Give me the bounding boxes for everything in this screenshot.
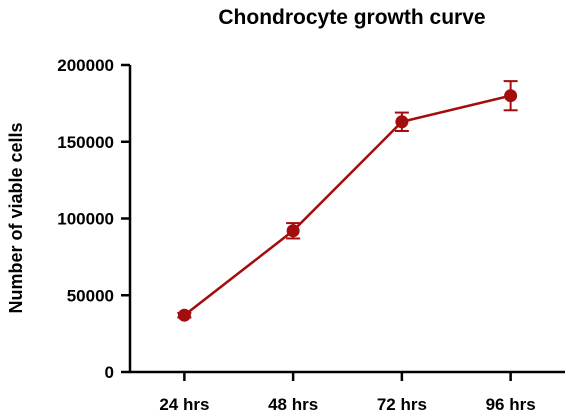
data-point: [504, 89, 518, 103]
y-ticks: 0 50000 100000 150000 200000: [57, 56, 130, 382]
y-tick-label: 50000: [67, 286, 114, 305]
series-layer: [177, 80, 518, 322]
y-axis-label: Number of viable cells: [6, 122, 26, 313]
x-tick-label: 72 hrs: [377, 395, 427, 414]
data-point: [286, 224, 300, 238]
y-tick-label: 200000: [57, 56, 114, 75]
x-ticks: 24 hrs 48 hrs 72 hrs 96 hrs: [159, 372, 536, 414]
data-point: [395, 115, 409, 129]
x-tick-label: 48 hrs: [268, 395, 318, 414]
data-point: [177, 308, 191, 322]
y-tick-label: 150000: [57, 133, 114, 152]
x-tick-label: 96 hrs: [486, 395, 536, 414]
y-tick-label: 100000: [57, 210, 114, 229]
y-tick-label: 0: [105, 363, 114, 382]
chart-title: Chondrocyte growth curve: [218, 6, 485, 29]
x-tick-label: 24 hrs: [159, 395, 209, 414]
series-line: [183, 94, 511, 317]
